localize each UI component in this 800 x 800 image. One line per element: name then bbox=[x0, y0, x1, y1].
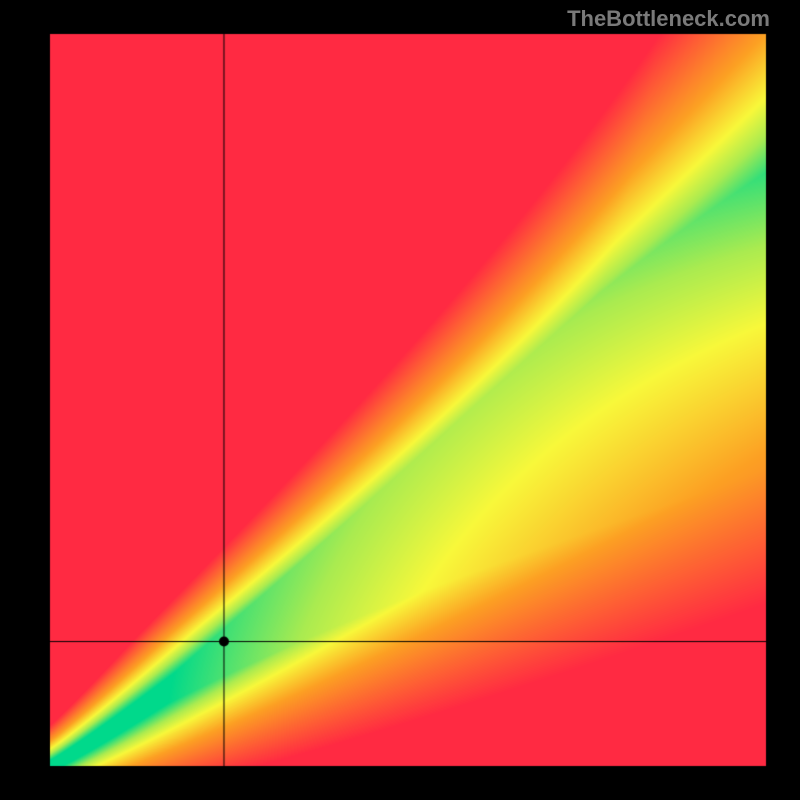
watermark-text: TheBottleneck.com bbox=[567, 6, 770, 32]
bottleneck-heatmap bbox=[0, 0, 800, 800]
